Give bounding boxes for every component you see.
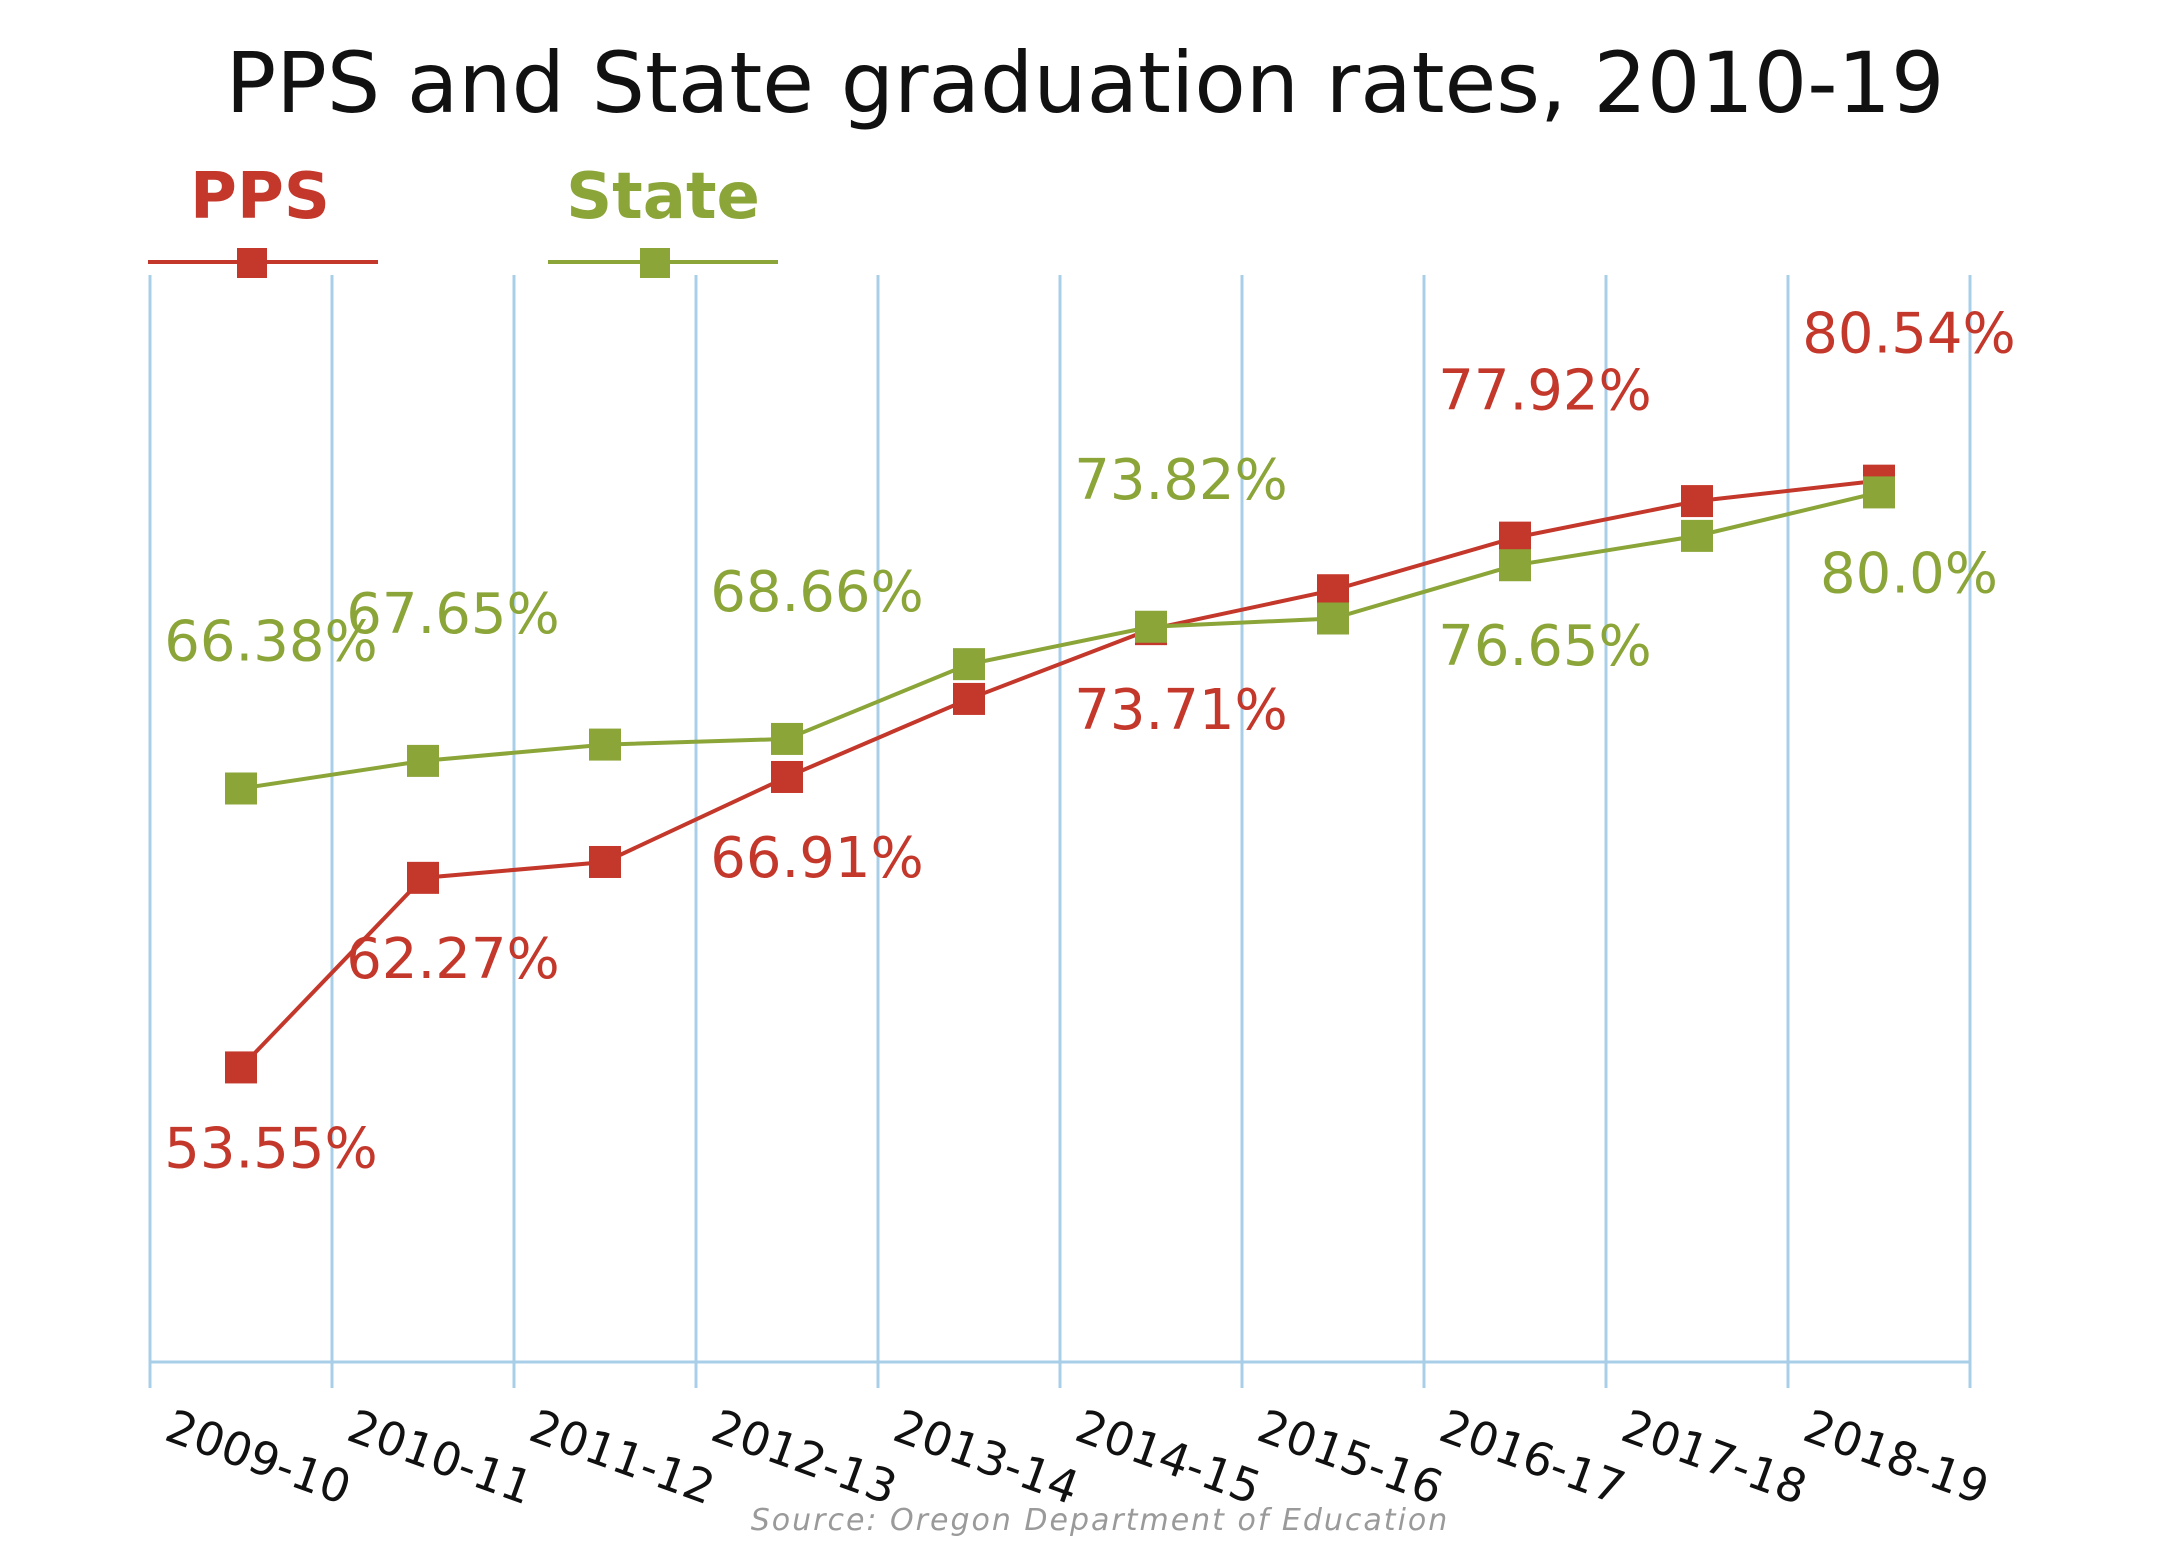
legend: PPS State: [148, 160, 778, 278]
data-point-state: [953, 648, 985, 681]
data-point-state: [407, 744, 439, 777]
data-label-state: 66.38%: [164, 609, 378, 674]
data-point-pps: [1317, 574, 1349, 607]
x-tick-label: 2016-17: [1433, 1399, 1632, 1515]
data-label-state: 67.65%: [346, 582, 560, 647]
data-label-pps: 80.54%: [1802, 302, 2016, 367]
data-point-pps: [225, 1051, 257, 1084]
source-note: Source: Oregon Department of Education: [751, 1503, 1450, 1538]
x-tick-label: 2015-16: [1251, 1399, 1450, 1515]
data-point-state: [1681, 519, 1713, 552]
data-point-pps: [953, 682, 985, 715]
data-point-pps: [407, 861, 439, 894]
data-point-state: [1317, 602, 1349, 635]
legend-item-pps: PPS: [148, 160, 378, 278]
data-label-state: 76.65%: [1438, 614, 1652, 679]
data-point-state: [225, 772, 257, 805]
legend-label-pps: PPS: [190, 160, 330, 234]
data-point-state: [771, 722, 803, 755]
x-tick-label: 2017-18: [1615, 1399, 1814, 1515]
data-label-state: 73.82%: [1074, 448, 1288, 513]
x-axis: 2009-102010-112011-122012-132013-142014-…: [150, 1360, 1996, 1515]
data-point-state: [1499, 549, 1531, 582]
legend-marker-pps: [237, 248, 267, 278]
legend-item-state: State: [548, 160, 778, 278]
data-point-state: [1135, 610, 1167, 643]
legend-label-state: State: [566, 160, 760, 234]
data-label-pps: 73.71%: [1074, 678, 1288, 743]
x-tick-label: 2009-10: [159, 1399, 358, 1515]
series-line-pps: [239, 478, 1880, 1069]
data-point-pps: [1681, 485, 1713, 518]
series: [225, 464, 1895, 1084]
gridlines: [148, 275, 1972, 1388]
legend-marker-state: [640, 248, 670, 278]
x-tick-label: 2013-14: [887, 1399, 1086, 1515]
x-tick-label: 2018-19: [1797, 1399, 1996, 1515]
x-tick-label: 2010-11: [341, 1399, 540, 1515]
series-line-state: [240, 490, 1880, 791]
data-point-state: [589, 728, 621, 761]
data-point-state: [1863, 476, 1895, 509]
data-point-pps: [1499, 521, 1531, 554]
data-label-pps: 62.27%: [346, 927, 560, 992]
data-label-pps: 66.91%: [710, 826, 924, 891]
data-label-pps: 77.92%: [1438, 359, 1652, 424]
x-tick-label: 2012-13: [705, 1399, 904, 1515]
x-tick-label: 2011-12: [523, 1399, 722, 1515]
data-label-state: 68.66%: [710, 560, 924, 625]
data-label-pps: 53.55%: [164, 1116, 378, 1181]
x-tick-label: 2014-15: [1069, 1399, 1268, 1515]
chart-title: PPS and State graduation rates, 2010-19: [226, 34, 1945, 132]
data-label-state: 80.0%: [1820, 541, 1998, 606]
data-point-pps: [771, 760, 803, 793]
data-point-pps: [589, 845, 621, 878]
data-labels: 53.55% 62.27% 66.91% 73.71% 77.92% 80.54% 66.3…: [164, 302, 2016, 1182]
